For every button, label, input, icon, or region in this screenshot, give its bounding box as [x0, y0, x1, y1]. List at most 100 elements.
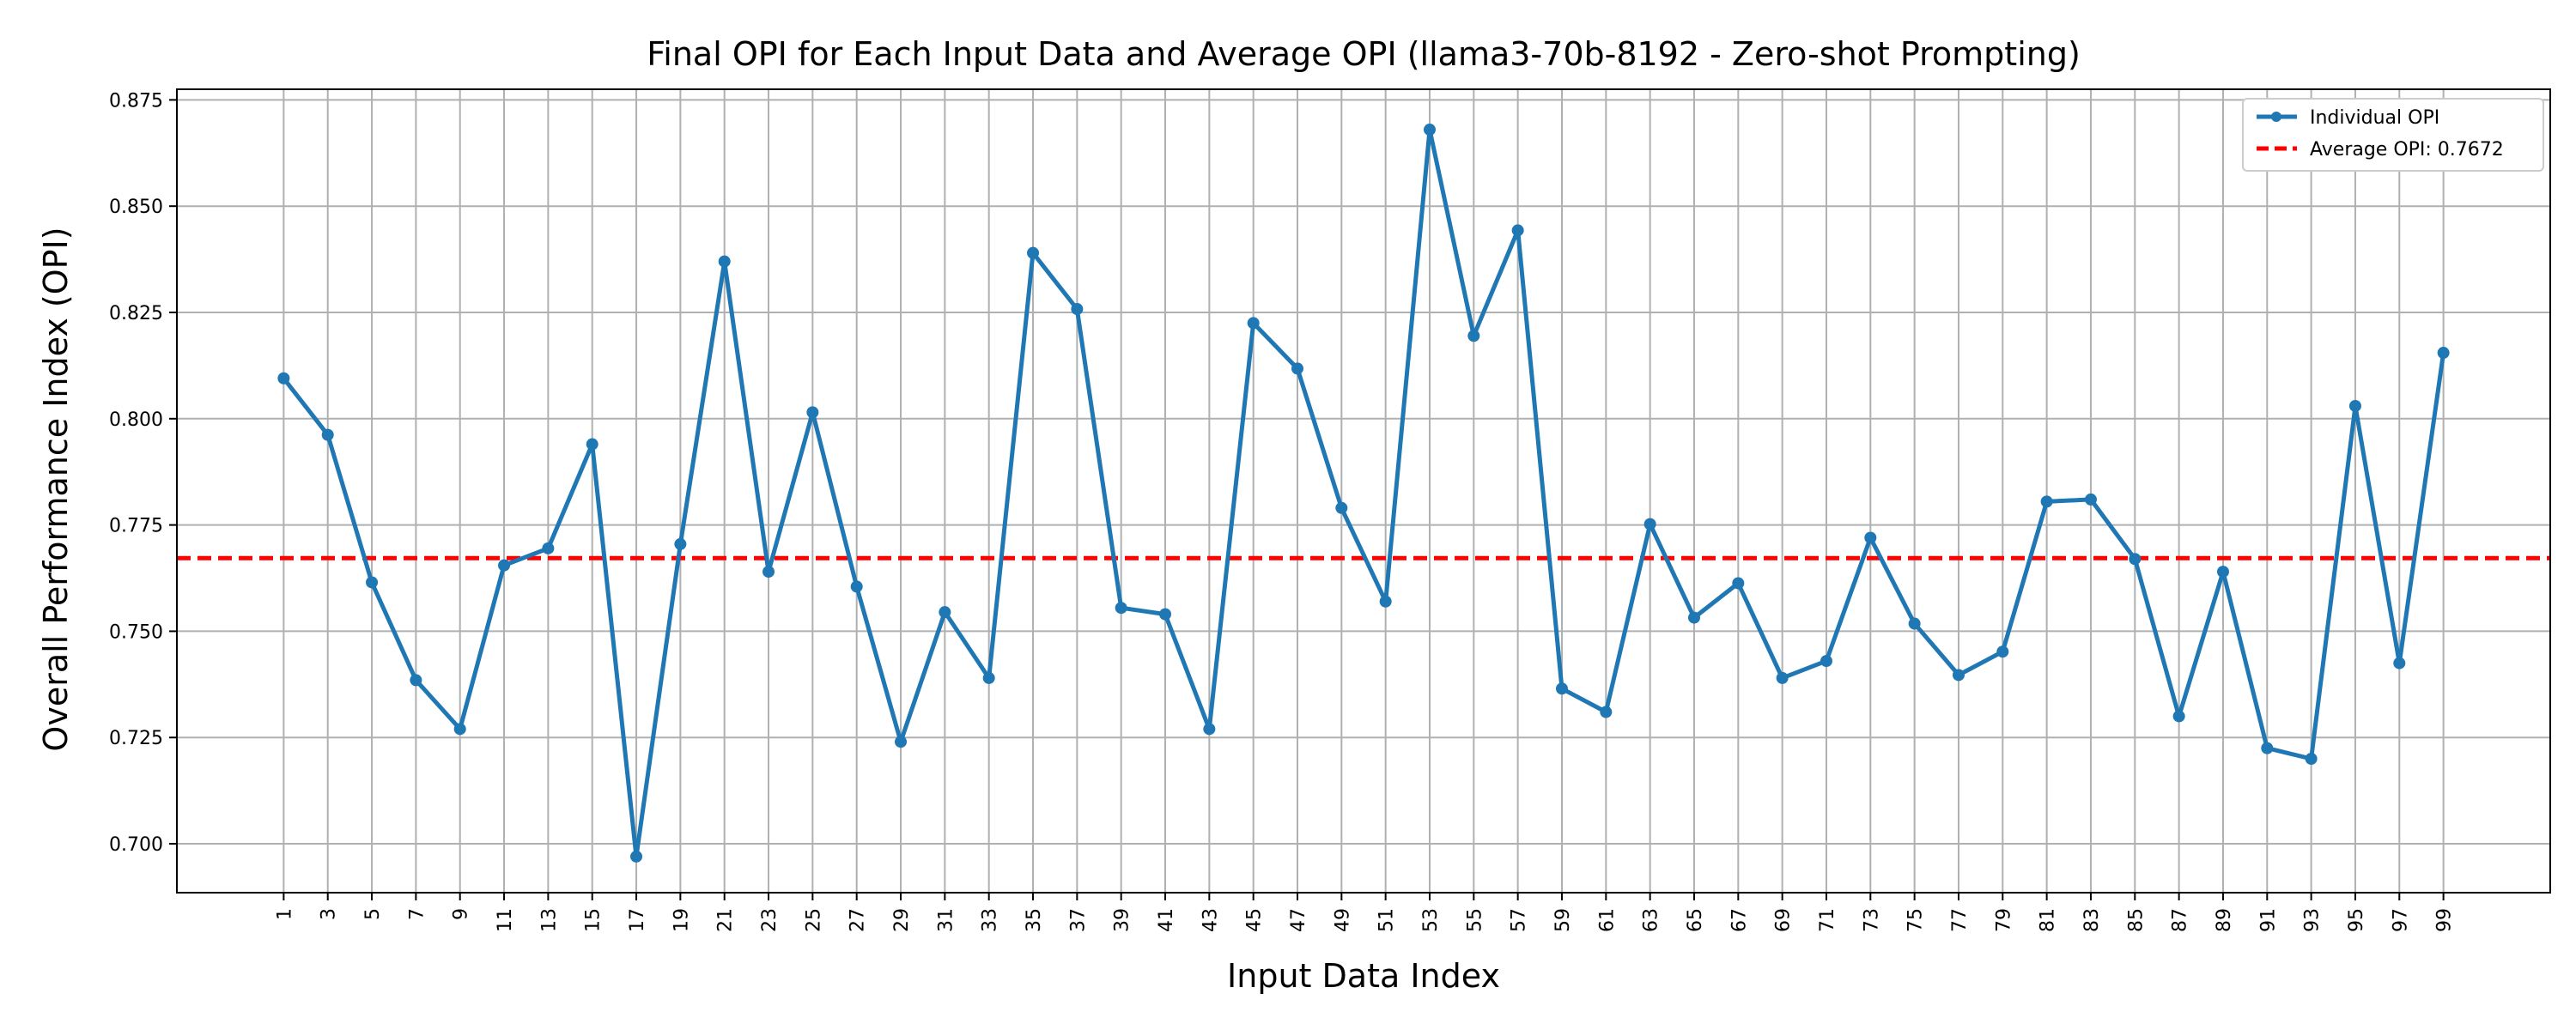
x-tick-label: 65 [1685, 908, 1706, 932]
data-point [1203, 723, 1216, 736]
x-tick-label: 41 [1156, 908, 1177, 932]
data-point [806, 406, 819, 419]
x-tick-label: 55 [1464, 908, 1485, 932]
data-point [542, 542, 555, 554]
x-axis-label: Input Data Index [1227, 957, 1500, 995]
series-layer [277, 124, 2450, 863]
x-tick-label: 51 [1376, 908, 1398, 932]
data-point [2040, 495, 2053, 508]
x-tick-label: 35 [1024, 908, 1045, 932]
data-point [674, 537, 687, 550]
x-tick-label: 57 [1509, 908, 1530, 932]
x-tick-label: 47 [1288, 908, 1309, 932]
data-point [1996, 645, 2009, 658]
data-point [2129, 553, 2142, 566]
legend-series-marker [2271, 112, 2281, 122]
x-tick-label: 91 [2257, 908, 2279, 932]
x-tick-label: 9 [451, 908, 472, 920]
x-tick-label: 85 [2125, 908, 2147, 932]
y-tick-label: 0.725 [109, 728, 163, 749]
data-point [1643, 518, 1656, 530]
x-tick-label: 71 [1817, 908, 1838, 932]
data-point [1600, 706, 1613, 718]
data-point [850, 580, 863, 593]
x-tick-label: 15 [583, 908, 605, 932]
data-point [1027, 246, 1040, 259]
x-tick-label: 29 [891, 908, 913, 932]
plot-frame [176, 88, 2551, 894]
x-tick-label: 87 [2170, 908, 2191, 932]
data-point [2437, 347, 2450, 360]
data-point [762, 566, 775, 579]
data-point [2393, 657, 2406, 670]
x-tick-label: 37 [1067, 908, 1089, 932]
data-point [1820, 655, 1832, 668]
data-point [1291, 362, 1304, 375]
data-point [453, 723, 466, 736]
x-tick-label: 7 [406, 908, 428, 920]
data-point [321, 428, 334, 441]
data-point [2348, 399, 2361, 412]
x-tick-label: 43 [1200, 908, 1221, 932]
x-tick-label: 17 [627, 908, 648, 932]
x-tick-label: 53 [1420, 908, 1442, 932]
data-point [718, 255, 731, 268]
x-tick-label: 21 [715, 908, 737, 932]
y-axis-label: Overall Performance Index (OPI) [37, 227, 75, 751]
x-tick-label: 75 [1905, 908, 1927, 932]
data-point [1423, 124, 1436, 136]
data-point [1952, 669, 1965, 682]
y-tick-label: 0.750 [109, 621, 163, 643]
data-point [1687, 611, 1700, 624]
data-point [2261, 742, 2274, 754]
x-tick-label: 59 [1552, 908, 1574, 932]
x-tick-label: 49 [1332, 908, 1353, 932]
data-point [1159, 608, 1172, 621]
x-tick-label: 99 [2434, 908, 2456, 932]
data-point [939, 606, 951, 619]
x-tick-label: 27 [848, 908, 869, 932]
data-point [1511, 224, 1524, 237]
y-tick-label: 0.800 [109, 409, 163, 431]
x-tick-label: 61 [1596, 908, 1618, 932]
data-point [410, 674, 422, 687]
data-point [366, 576, 379, 589]
y-tick-label: 0.700 [109, 834, 163, 856]
grid [177, 89, 2550, 893]
x-tick-label: 63 [1641, 908, 1662, 932]
x-tick-label: 69 [1773, 908, 1795, 932]
x-tick-label: 23 [759, 908, 781, 932]
x-tick-label: 5 [362, 908, 384, 920]
x-tick-label: 1 [274, 908, 295, 920]
y-tick-label: 0.850 [109, 197, 163, 218]
ticks: 1 3 5 7 9 11 13 15 17 19 21 23 25 27 29 31 33 35 37 39 41 43 4… [109, 90, 2456, 932]
data-point [2305, 753, 2318, 765]
x-tick-label: 95 [2346, 908, 2367, 932]
x-tick-label: 97 [2390, 908, 2411, 932]
x-tick-label: 89 [2214, 908, 2235, 932]
data-point [1555, 682, 1568, 695]
data-point [498, 559, 511, 572]
x-tick-label: 19 [671, 908, 692, 932]
data-point [1467, 330, 1480, 342]
data-point [1732, 577, 1745, 590]
x-tick-label: 31 [935, 908, 957, 932]
x-tick-label: 39 [1112, 908, 1133, 932]
data-point [2172, 710, 2185, 723]
data-point [1864, 531, 1877, 544]
data-point [277, 372, 290, 385]
data-point [1379, 595, 1392, 608]
x-tick-label: 83 [2081, 908, 2103, 932]
data-point [1908, 617, 1921, 630]
x-tick-label: 93 [2302, 908, 2324, 932]
x-tick-label: 25 [803, 908, 824, 932]
x-tick-label: 73 [1861, 908, 1882, 932]
data-point [895, 736, 908, 748]
data-point [1247, 317, 1260, 330]
series-line-individual-opi [282, 127, 2446, 859]
data-point [1071, 303, 1084, 316]
legend-box [2242, 98, 2544, 172]
x-tick-label: 79 [1993, 908, 2014, 932]
y-tick-label: 0.775 [109, 516, 163, 537]
